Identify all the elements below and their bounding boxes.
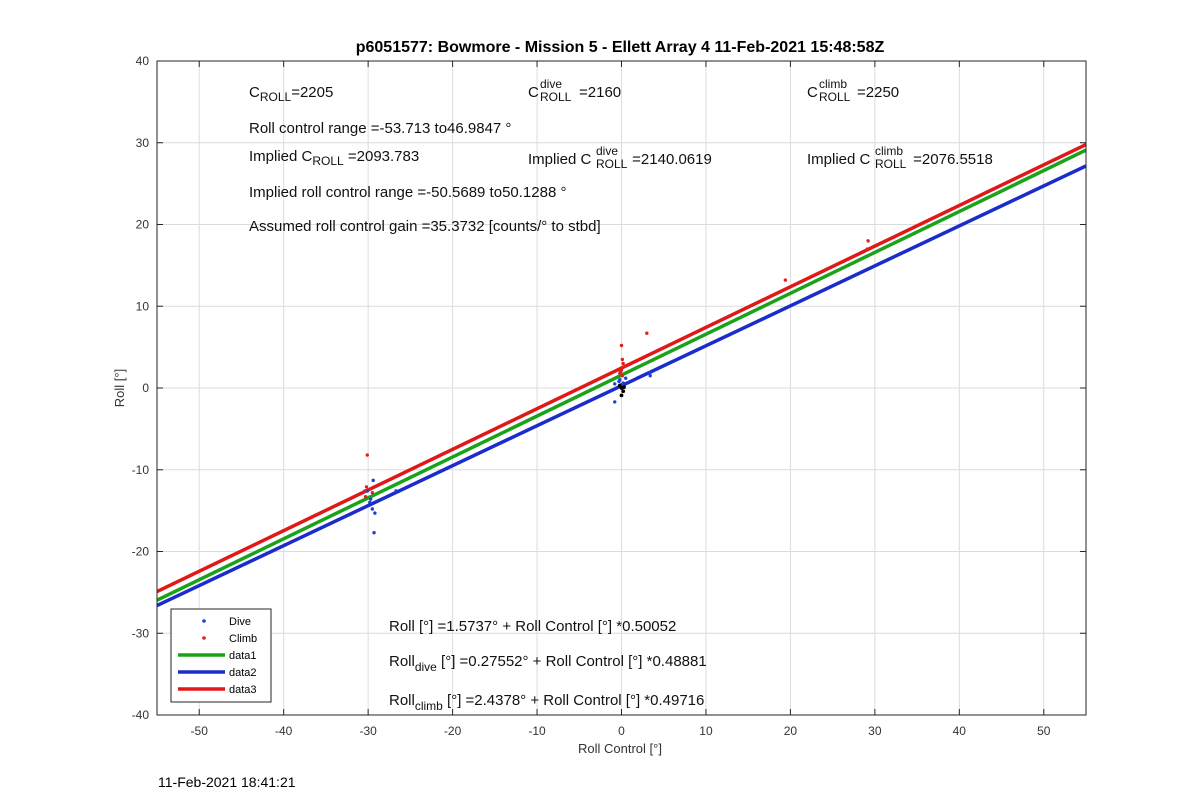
annotation-implied-range: Implied roll control range =-50.5689 to5…	[249, 184, 566, 201]
annotation-implied-c-roll: Implied CROLL =2093.783	[249, 148, 419, 168]
annotation-fit-dive: Rolldive [°] =0.27552° + Roll Control [°…	[389, 653, 707, 674]
point-dive	[372, 530, 376, 535]
x-tick-label: -10	[528, 724, 546, 738]
point-dive	[373, 511, 377, 515]
legend-marker-climb	[202, 636, 206, 640]
point-dive	[613, 382, 617, 386]
point-climb	[865, 247, 869, 251]
chart-title: p6051577: Bowmore - Mission 5 - Ellett A…	[356, 39, 885, 56]
y-tick-label: -10	[132, 463, 150, 477]
y-tick-label: -40	[132, 708, 150, 722]
point-climb	[783, 278, 788, 282]
point-climb	[620, 357, 625, 362]
point-dive	[370, 507, 375, 511]
legend: Dive Climb data1 data2 data3	[170, 608, 272, 703]
annotation-c-roll-climb: Cclimb ROLL =2250	[807, 77, 899, 104]
x-tick-label: 50	[1037, 724, 1051, 738]
annotation-roll-control-range: Roll control range =-53.713 to46.9847 °	[249, 120, 511, 137]
annotation-fit-all: Roll [°] =1.5737° + Roll Control [°] *0.…	[389, 618, 676, 635]
timestamp: 11-Feb-2021 18:41:21	[158, 774, 296, 790]
point-dive	[394, 489, 398, 493]
point-climb	[365, 453, 369, 457]
point-climb	[363, 489, 367, 493]
x-tick-label: 40	[953, 724, 967, 738]
point-dive	[613, 400, 617, 404]
axis-ticks: -50 -40 -30 -20 -10 0 10 20 30 40 50 -40 -30 -20 -10 0 1…	[132, 54, 1086, 738]
x-axis-label: Roll Control [°]	[578, 741, 662, 756]
point-other	[619, 393, 624, 398]
y-tick-label: -30	[132, 626, 150, 640]
y-axis-label: Roll [°]	[112, 369, 127, 407]
annotation-c-roll: CROLL=2205	[249, 84, 333, 104]
x-tick-label: -20	[444, 724, 462, 738]
x-tick-label: 30	[868, 724, 882, 738]
point-climb	[645, 331, 649, 335]
plot-area: -50 -40 -30 -20 -10 0 10 20 30 40 50 -40 -30 -20 -10 0 1…	[132, 54, 1087, 738]
y-tick-label: 20	[136, 218, 150, 232]
point-climb	[619, 343, 624, 348]
point-climb	[866, 239, 870, 243]
point-other	[621, 389, 626, 394]
point-climb	[622, 365, 626, 369]
annotation-gain: Assumed roll control gain =35.3732 [coun…	[249, 218, 601, 235]
point-dive	[648, 370, 652, 375]
point-climb	[621, 361, 625, 366]
x-tick-label: 20	[784, 724, 798, 738]
y-tick-label: 0	[142, 381, 149, 395]
legend-label-climb: Climb	[229, 633, 257, 645]
legend-label-data1: data1	[229, 650, 257, 662]
x-tick-label: -50	[191, 724, 209, 738]
point-other	[622, 385, 626, 390]
point-climb	[364, 485, 369, 489]
fit-line-data3	[156, 142, 1087, 594]
annotation-fit-climb: Rollclimb [°] =2.4378° + Roll Control [°…	[389, 692, 704, 713]
legend-items: Dive Climb data1 data2 data3	[178, 616, 257, 696]
point-dive	[648, 374, 652, 378]
point-dive	[365, 489, 369, 493]
data-points	[363, 239, 870, 535]
x-tick-label: -30	[359, 724, 377, 738]
point-dive	[617, 379, 621, 384]
point-climb	[363, 495, 368, 499]
x-tick-label: 0	[618, 724, 625, 738]
y-tick-label: 30	[136, 136, 150, 150]
point-climb	[370, 490, 375, 495]
point-dive	[368, 500, 372, 505]
point-other	[617, 383, 622, 388]
legend-marker-dive	[202, 619, 206, 623]
point-climb	[618, 369, 623, 374]
y-tick-label: 40	[136, 54, 150, 68]
x-tick-label: 10	[699, 724, 713, 738]
point-dive	[368, 497, 373, 501]
legend-label-data2: data2	[229, 667, 257, 679]
legend-label-data3: data3	[229, 684, 257, 696]
y-tick-label: 10	[136, 299, 150, 313]
annotations: CROLL=2205 Cdive ROLL =2160 Cclimb ROLL =225…	[249, 77, 993, 713]
y-tick-label: -20	[132, 545, 150, 559]
point-dive	[624, 376, 628, 380]
annotation-c-roll-dive: Cdive ROLL =2160	[528, 77, 621, 104]
point-climb	[620, 374, 625, 378]
point-dive	[371, 478, 375, 483]
x-tick-label: -40	[275, 724, 293, 738]
legend-label-dive: Dive	[229, 616, 251, 628]
